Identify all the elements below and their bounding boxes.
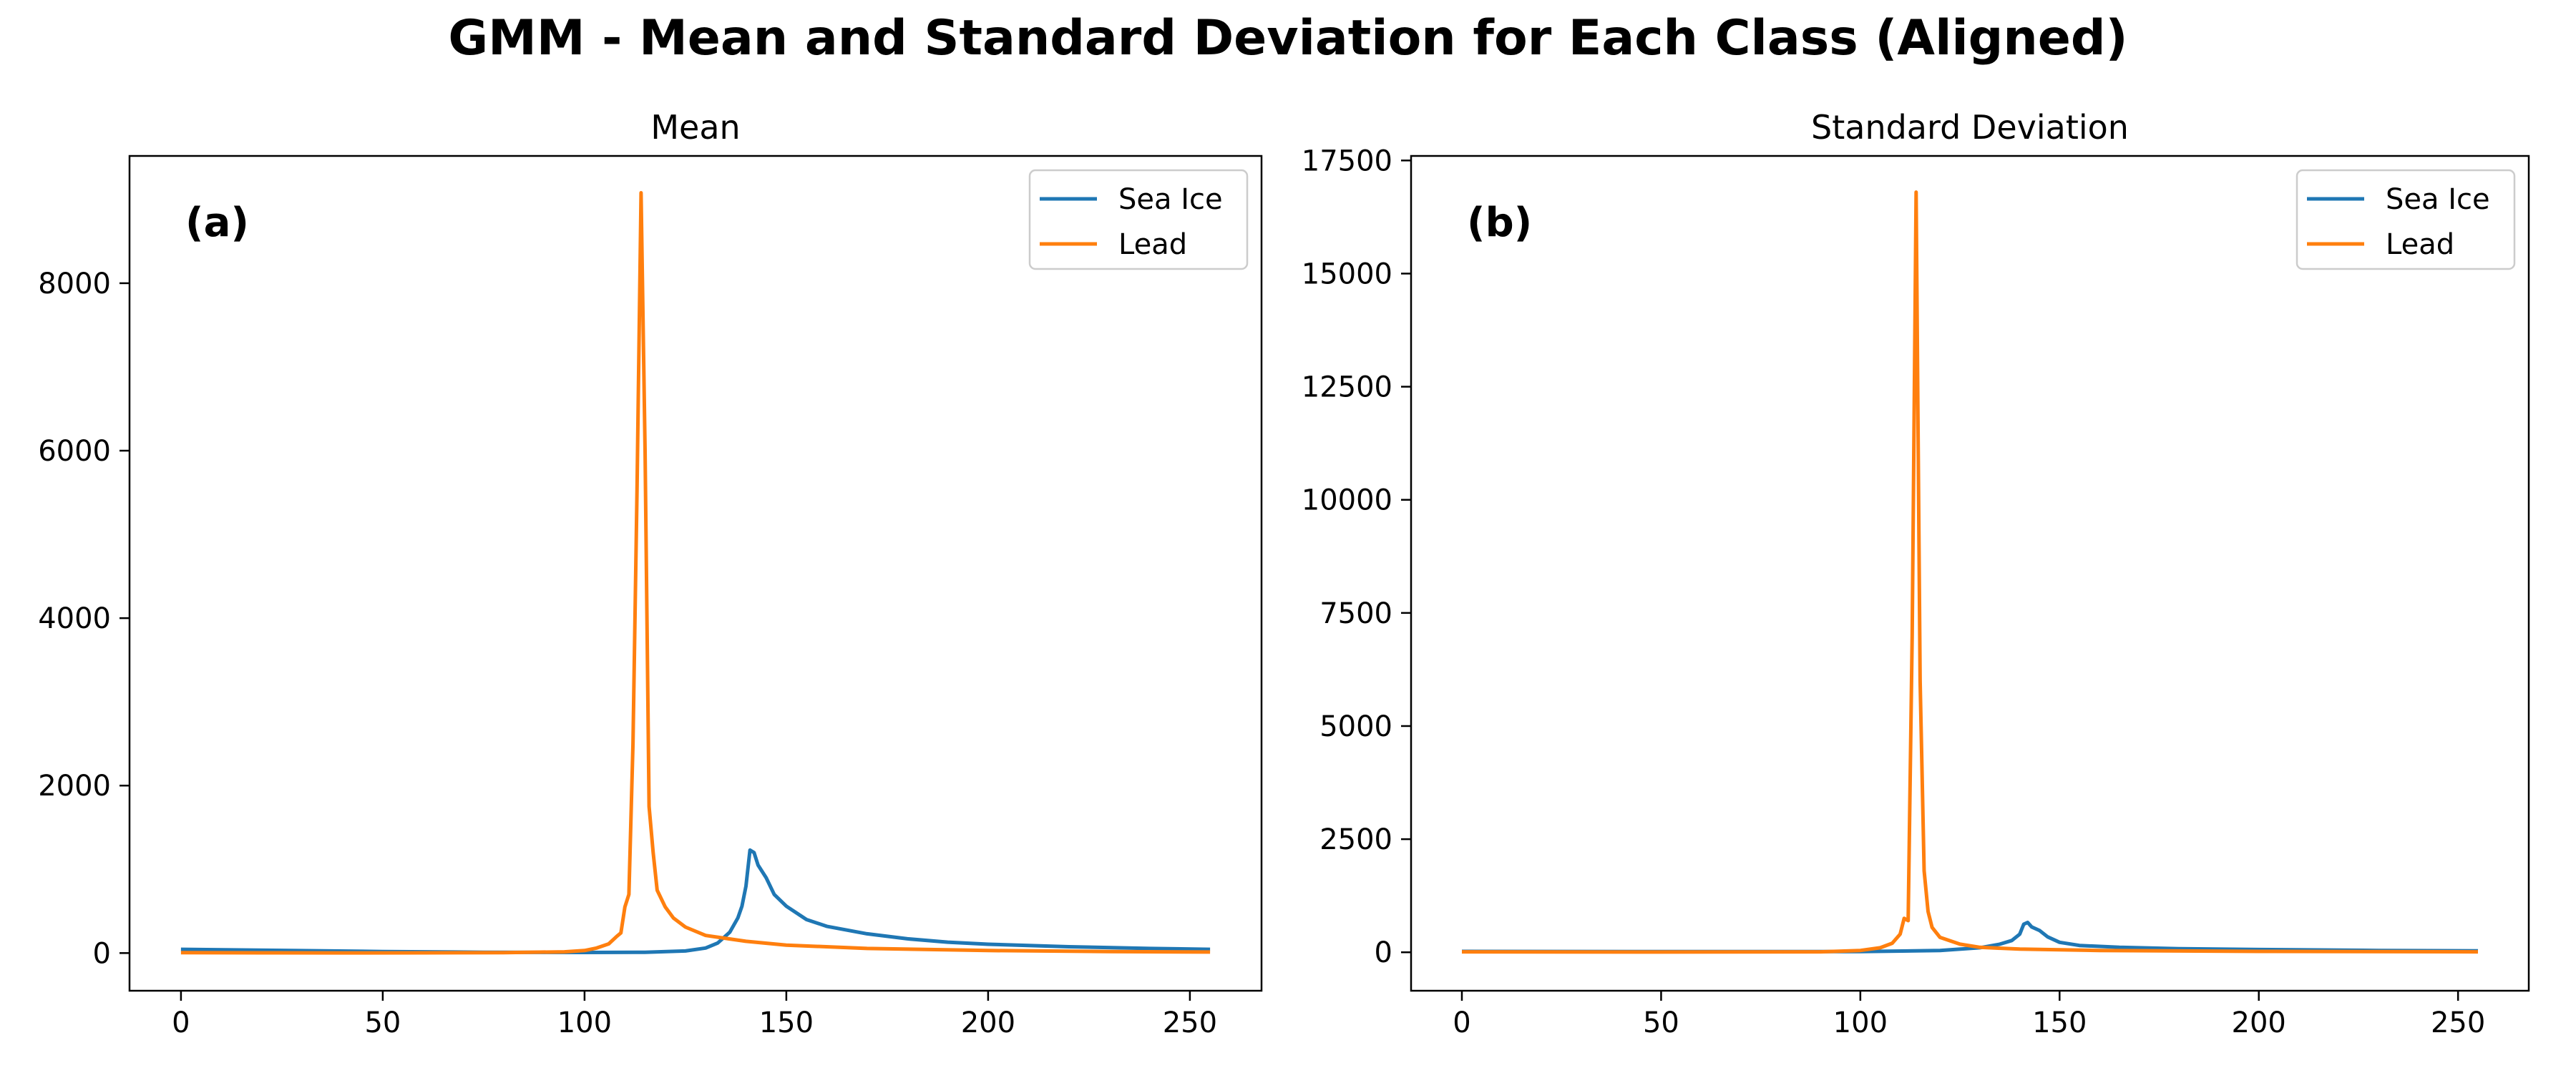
std-axes-frame [1410,155,2530,992]
mean-series-sea-ice-line [180,848,1211,954]
std-axes-title: Standard Deviation [1811,108,2129,147]
std-y-tick-label: 15000 [1302,258,1392,290]
mean-y-tick-label: 8000 [38,268,111,300]
std-legend-label-lead: Lead [2386,228,2454,261]
std-x-tick-label: 150 [2032,1006,2087,1039]
mean-y-tick-label: 6000 [38,435,111,468]
mean-panel: Mean 0 50 100 150 200 250 0 2000 4000 6000 8000 (a) S… [38,108,1263,1039]
mean-y-tick-label: 4000 [38,602,111,635]
std-y-tick-label: 7500 [1319,597,1392,630]
mean-y-tick-label: 2000 [38,770,111,803]
std-legend-label-sea-ice: Sea Ice [2386,183,2490,216]
mean-axes-title: Mean [650,108,740,147]
std-y-tick-label: 2500 [1319,823,1392,856]
mean-y-tick-label: 0 [93,937,111,970]
std-x-tick-label: 0 [1453,1006,1470,1039]
mean-x-tick-label: 200 [961,1006,1015,1039]
mean-x-tick-label: 150 [759,1006,814,1039]
mean-legend-label-lead: Lead [1118,228,1187,261]
mean-legend-label-sea-ice: Sea Ice [1118,183,1223,216]
std-x-tick-label: 250 [2431,1006,2485,1039]
std-x-tick-label: 50 [1643,1006,1679,1039]
mean-series-lead-line [180,191,1211,955]
std-y-tick-label: 12500 [1302,371,1392,404]
std-y-tick-label: 17500 [1302,144,1392,177]
mean-x-tick-label: 50 [364,1006,401,1039]
std-series-sea-ice-line [1461,921,2479,954]
std-series-lead-line [1461,190,2479,954]
mean-axes-frame [128,155,1263,992]
std-y-tick-label: 0 [1375,936,1392,969]
mean-x-tick-label: 100 [557,1006,612,1039]
std-x-tick-label: 200 [2232,1006,2286,1039]
std-x-tick-label: 100 [1833,1006,1888,1039]
mean-panel-label: (a) [185,200,249,246]
std-panel-label: (b) [1467,200,1532,246]
std-y-tick-label: 5000 [1319,710,1392,743]
figure-title: GMM - Mean and Standard Deviation for Ea… [448,10,2128,67]
mean-x-tick-label: 0 [172,1006,190,1039]
mean-x-tick-label: 250 [1163,1006,1217,1039]
std-y-tick-label: 10000 [1302,484,1392,517]
